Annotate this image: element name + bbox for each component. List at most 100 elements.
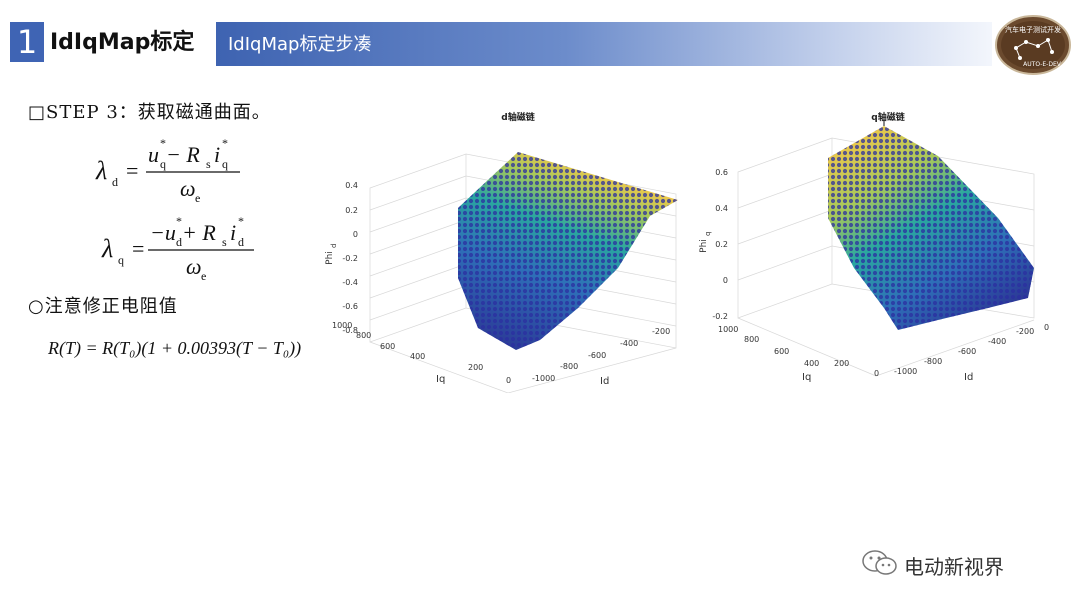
chart-d-zlabel: Phi d	[325, 244, 338, 265]
brand-logo: 汽车电子测试开发 AUTO-E-DEV	[995, 15, 1071, 75]
eq-q-star1: *	[176, 214, 182, 228]
section-number: 1	[10, 22, 44, 62]
id-tick: -600	[588, 351, 606, 360]
chart-q-zlabel: Phi q	[699, 232, 712, 253]
z-tick: -0.2	[342, 254, 358, 263]
id-tick: -1000	[532, 374, 555, 383]
eq-d-lhs: λ	[95, 156, 107, 185]
chart-d-z-ticks: 0.4 0.2 0 -0.2 -0.4 -0.6 -0.8	[342, 181, 358, 335]
iq-tick: 200	[468, 363, 483, 372]
eq-d-den-sub: e	[195, 191, 200, 204]
iq-tick: 0	[874, 369, 879, 378]
chart-q-ylabel: Iq	[802, 372, 811, 383]
chart-d-iq-ticks: 1000 800 600 400 200 0	[332, 321, 511, 385]
id-tick: -400	[988, 337, 1006, 346]
iq-tick: 800	[356, 331, 371, 340]
step-heading: □STEP 3：获取磁通曲面。	[28, 102, 271, 123]
id-tick: 0	[1044, 323, 1049, 332]
chart-q-title: q轴磁链	[871, 111, 905, 123]
svg-text:Phi: Phi	[325, 251, 335, 265]
z-tick: 0	[353, 230, 358, 239]
eq-d-lhs-sub: d	[112, 175, 118, 189]
eq-q-num-u-sub: d	[176, 235, 182, 249]
id-tick: -1000	[894, 367, 917, 376]
z-tick: 0.2	[345, 206, 358, 215]
subtitle-banner: IdIqMap标定步凑	[216, 22, 992, 66]
svg-text:Phi: Phi	[699, 239, 709, 253]
section-title: IdIqMap标定	[50, 30, 195, 55]
chart-d-flux: d轴磁链 0.4 0.2 0 -0.2 -0.4 -0.6 -0.8 Phi d…	[325, 111, 678, 393]
eq-resistance-text: R(T) = R(T₀)(1 + 0.00393(T − T₀))	[47, 338, 301, 359]
chart-q-iq-ticks: 1000 800 600 400 200 0	[718, 325, 879, 378]
slide-header: 1 IdIqMap标定 IdIqMap标定步凑 汽车电子测试开发 AUTO-E-…	[0, 0, 1080, 80]
chart-q-z-ticks: 0.6 0.4 0.2 0 -0.2	[712, 168, 728, 321]
chart-q-id-ticks: -1000 -800 -600 -400 -200 0	[894, 323, 1049, 376]
iq-tick: 1000	[332, 321, 352, 330]
iq-tick: 200	[834, 359, 849, 368]
eq-d-num-minus: − R	[166, 142, 200, 167]
equation-lambda-d: λ d = u * q − R s i * q ω e	[95, 136, 240, 204]
eq-d-num-i: i	[214, 142, 220, 167]
z-tick: 0.4	[715, 204, 728, 213]
equation-lambda-q: λ q = −u * d + R s i * d ω e	[101, 214, 254, 282]
logo-text: 汽车电子测试开发	[1005, 25, 1061, 34]
id-tick: -200	[652, 327, 670, 336]
z-tick: 0.4	[345, 181, 358, 190]
eq-d-num-i-sub: q	[222, 157, 228, 171]
logo-subtext: AUTO-E-DEV	[1023, 61, 1062, 68]
z-tick: -0.8	[342, 326, 358, 335]
eq-q-num-neg: −u	[150, 220, 176, 245]
iq-tick: 400	[804, 359, 819, 368]
iq-tick: 600	[380, 342, 395, 351]
iq-tick: 600	[774, 347, 789, 356]
equation-resistance: R(T) = R(T₀)(1 + 0.00393(T − T₀))	[47, 338, 301, 359]
svg-text:d: d	[330, 244, 338, 248]
eq-q-lhs-sub: q	[118, 253, 124, 267]
chart-d-id-ticks: -1000 -800 -600 -400 -200	[532, 327, 670, 383]
eq-d-den: ω	[180, 176, 196, 201]
resistance-note: ○注意修正电阻值	[28, 296, 178, 317]
z-tick: 0.2	[715, 240, 728, 249]
eq-q-equals: =	[132, 236, 144, 261]
z-tick: -0.6	[342, 302, 358, 311]
eq-q-num-i: i	[230, 220, 236, 245]
id-tick: -200	[1016, 327, 1034, 336]
eq-d-star2: *	[222, 136, 228, 150]
eq-d-num-u-sub: q	[160, 157, 166, 171]
id-tick: -800	[924, 357, 942, 366]
eq-q-num-i-sub: d	[238, 235, 244, 249]
subtitle-text: IdIqMap标定步凑	[228, 34, 372, 55]
z-tick: -0.4	[342, 278, 358, 287]
chart-q-xlabel: Id	[964, 372, 973, 383]
z-tick: 0.6	[715, 168, 728, 177]
chart-d-title: d轴磁链	[501, 111, 535, 123]
chart-d-surface	[458, 152, 678, 350]
id-tick: -600	[958, 347, 976, 356]
eq-d-num-r-sub: s	[206, 157, 211, 171]
chart-d-xlabel: Id	[600, 376, 609, 387]
eq-d-star1: *	[160, 136, 166, 150]
eq-q-num-plus: + R	[182, 220, 216, 245]
watermark-text: 电动新视界	[904, 555, 1004, 579]
iq-tick: 1000	[718, 325, 738, 334]
watermark: 电动新视界	[860, 547, 1060, 579]
iq-tick: 0	[506, 376, 511, 385]
eq-q-star2: *	[238, 214, 244, 228]
z-tick: -0.2	[712, 312, 728, 321]
svg-text:q: q	[704, 232, 712, 236]
iq-tick: 800	[744, 335, 759, 344]
eq-q-lhs: λ	[101, 234, 113, 263]
chart-q-flux: q轴磁链 0.6 0.4 0.2 0 -0.2 Phi q 1000 800 6…	[699, 111, 1049, 383]
eq-q-den-sub: e	[201, 269, 206, 282]
eq-d-equals: =	[126, 158, 138, 183]
wechat-icon	[862, 550, 897, 575]
eq-q-den: ω	[186, 254, 202, 279]
chart-q-surface	[828, 126, 1034, 330]
chart-d-ylabel: Iq	[436, 374, 445, 385]
iq-tick: 400	[410, 352, 425, 361]
id-tick: -800	[560, 362, 578, 371]
eq-q-num-r-sub: s	[222, 235, 227, 249]
z-tick: 0	[723, 276, 728, 285]
id-tick: -400	[620, 339, 638, 348]
eq-d-num-u: u	[148, 142, 159, 167]
